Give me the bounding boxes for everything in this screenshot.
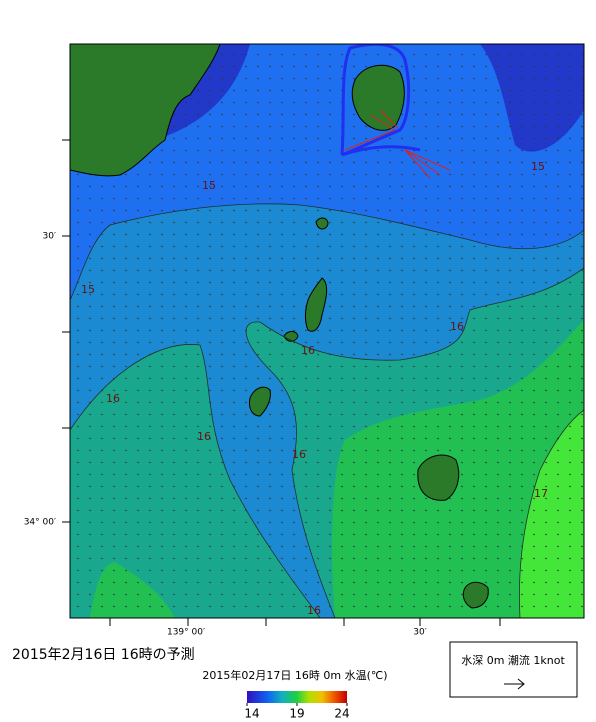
contour-label: 15	[202, 179, 216, 192]
map-frame	[69, 43, 585, 619]
colorbar-tick-label: 14	[244, 707, 259, 721]
colorbar-tick-label: 24	[334, 707, 349, 721]
contour-label: 16	[301, 344, 315, 357]
legend-text: 水深 0m 潮流 1knot	[461, 653, 565, 667]
contour-label: 15	[531, 160, 545, 173]
colorbar-tick-label: 19	[289, 707, 304, 721]
map	[70, 44, 584, 618]
contour-label: 17	[534, 487, 548, 500]
contour-label: 16	[292, 448, 306, 461]
contour-label: 16	[197, 430, 211, 443]
subtitle: 2015年02月17日 16時 0m 水温(℃)	[202, 668, 387, 682]
lat-label: 34° 00′	[24, 518, 56, 528]
legend-arrow	[504, 678, 525, 690]
legend-box	[449, 641, 578, 698]
lon-label: 139° 00′	[167, 628, 205, 638]
colorbar	[247, 691, 347, 703]
contour-label: 16	[106, 392, 120, 405]
lon-label: 30′	[413, 628, 427, 638]
contour-label: 16	[307, 604, 321, 617]
contour-label: 16	[450, 320, 464, 333]
title: 2015年2月16日 16時の予測	[12, 647, 195, 663]
contour-label: 15	[81, 283, 95, 296]
lat-label: 30′	[43, 232, 57, 242]
